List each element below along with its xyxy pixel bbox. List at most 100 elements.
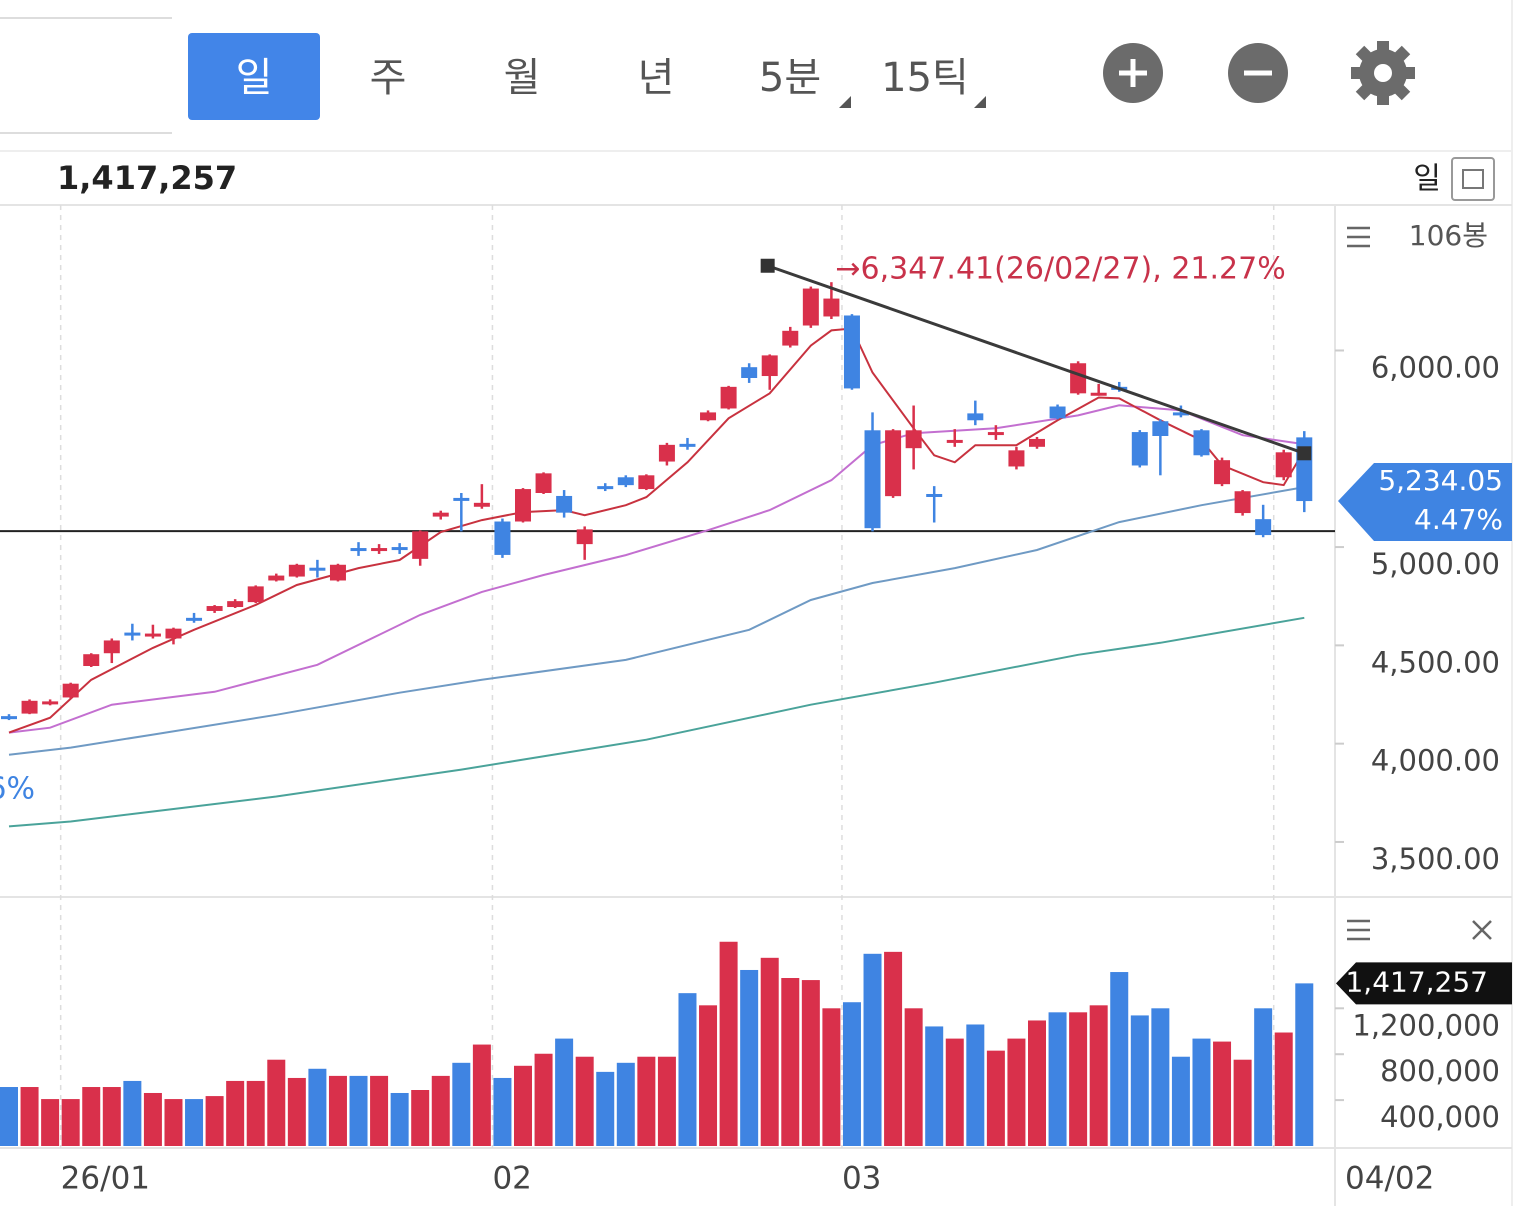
candle-body [83, 654, 100, 667]
zoom-out-button[interactable] [1228, 43, 1288, 103]
period-tab[interactable]: 월 [504, 55, 541, 101]
candle-body [1255, 519, 1272, 536]
candle-body [1049, 406, 1066, 419]
moving-average-line [8, 404, 1305, 734]
volume-bar [205, 1096, 224, 1146]
volume-bar [1151, 1008, 1170, 1146]
candle-body [556, 495, 573, 513]
volume-bar [555, 1038, 574, 1146]
y-tick-label: 800,000 [1380, 1054, 1500, 1088]
volume-display: 1,417,257 [57, 159, 237, 197]
candle-body [864, 430, 881, 529]
last-volume-tag [1336, 962, 1512, 1005]
close-icon[interactable] [1472, 920, 1492, 940]
candle-body [1275, 452, 1292, 478]
y-tick-label: 4,500.00 [1371, 645, 1500, 679]
menu-icon[interactable] [1347, 226, 1370, 248]
volume-bar [1171, 1056, 1190, 1146]
volume-bar [534, 1053, 553, 1146]
candle-body [1234, 491, 1251, 514]
volume-bar [1028, 1020, 1046, 1146]
plus-icon [1119, 59, 1147, 87]
volume-bar [801, 980, 820, 1146]
trendline [767, 264, 1305, 455]
y-tick-label: 4,000.00 [1371, 744, 1500, 778]
candle-body [412, 531, 429, 559]
candle-body [329, 564, 346, 581]
volume-bar [20, 1087, 39, 1146]
volume-bar [1192, 1038, 1211, 1146]
candle-body [371, 548, 388, 552]
period-tab[interactable]: 일 [236, 55, 273, 101]
candle-body [843, 315, 860, 389]
period-tab[interactable]: 15틱 [881, 55, 969, 101]
volume-bar [41, 1099, 60, 1146]
volume-bar [370, 1075, 389, 1146]
moving-average-line [8, 616, 1305, 828]
volume-bar [1007, 1038, 1026, 1146]
menu-icon[interactable] [1347, 919, 1370, 941]
candle-body [453, 497, 470, 501]
bar-count: 106봉 [1409, 219, 1488, 252]
candle-body [206, 606, 223, 611]
zoom-in-button[interactable] [1103, 43, 1163, 103]
period-tab[interactable]: 5분 [759, 55, 821, 101]
volume-bar [719, 941, 738, 1146]
selected-tab-bg[interactable] [188, 33, 320, 120]
volume-bar [328, 1075, 347, 1146]
moving-average-line [8, 486, 1305, 756]
volume-bar [1233, 1059, 1252, 1146]
candle-body [473, 502, 490, 507]
settings-button[interactable] [1351, 41, 1415, 105]
candle-body [885, 430, 902, 497]
plot: 26/01 02 03 04/02 3,500.00 4,000.00 4,500.00 5,… [0, 205, 1512, 1197]
x-tick-label: 04/02 [1345, 1161, 1434, 1197]
volume-bar [760, 957, 779, 1146]
candle-body [1152, 421, 1169, 436]
candle-body [761, 355, 778, 377]
candle-body [782, 330, 799, 346]
period-tab[interactable]: 주 [370, 55, 407, 101]
candle-body [494, 521, 511, 555]
volume-bar [0, 1087, 18, 1146]
y-tick-label: 1,200,000 [1352, 1008, 1500, 1042]
x-tick-label: 03 [842, 1161, 881, 1197]
volume-bar [925, 1026, 944, 1146]
volume-bar [986, 1050, 1005, 1146]
volume-bar [637, 1056, 656, 1146]
candle-body [967, 413, 984, 421]
volume-bar [246, 1080, 265, 1146]
volume-bar [904, 1008, 923, 1146]
period-tab[interactable]: 년 [638, 55, 675, 101]
candle-body [987, 432, 1004, 436]
candle-body [617, 477, 634, 486]
volume-bar [493, 1077, 512, 1146]
y-tick-label: 6,000.00 [1371, 350, 1500, 384]
volume-bar [1130, 1015, 1149, 1146]
candle-body [124, 632, 141, 636]
expand-button[interactable] [1451, 157, 1495, 201]
volume-bar [699, 1005, 718, 1146]
volume-bar [1254, 1008, 1273, 1146]
candle-body [515, 489, 531, 522]
candle-body [638, 475, 655, 490]
volume-bar [452, 1062, 471, 1146]
volume-bar [966, 1024, 985, 1146]
volume-bar [781, 978, 800, 1146]
trendline-handle[interactable] [760, 258, 775, 273]
volume-bar [431, 1075, 450, 1146]
candle-body [1070, 363, 1087, 394]
volume-bar [308, 1068, 327, 1146]
candle-body [926, 493, 943, 497]
candle-body [658, 444, 675, 462]
trendline-handle[interactable] [1297, 446, 1312, 461]
dropdown-mark [974, 96, 986, 108]
candle-body [391, 547, 408, 551]
candle-body [103, 640, 120, 654]
volume-bar [596, 1071, 615, 1146]
candle-body [946, 439, 963, 443]
candle-body [186, 617, 203, 621]
x-tick-label: 26/01 [61, 1161, 150, 1197]
volume-bar [1295, 983, 1314, 1146]
